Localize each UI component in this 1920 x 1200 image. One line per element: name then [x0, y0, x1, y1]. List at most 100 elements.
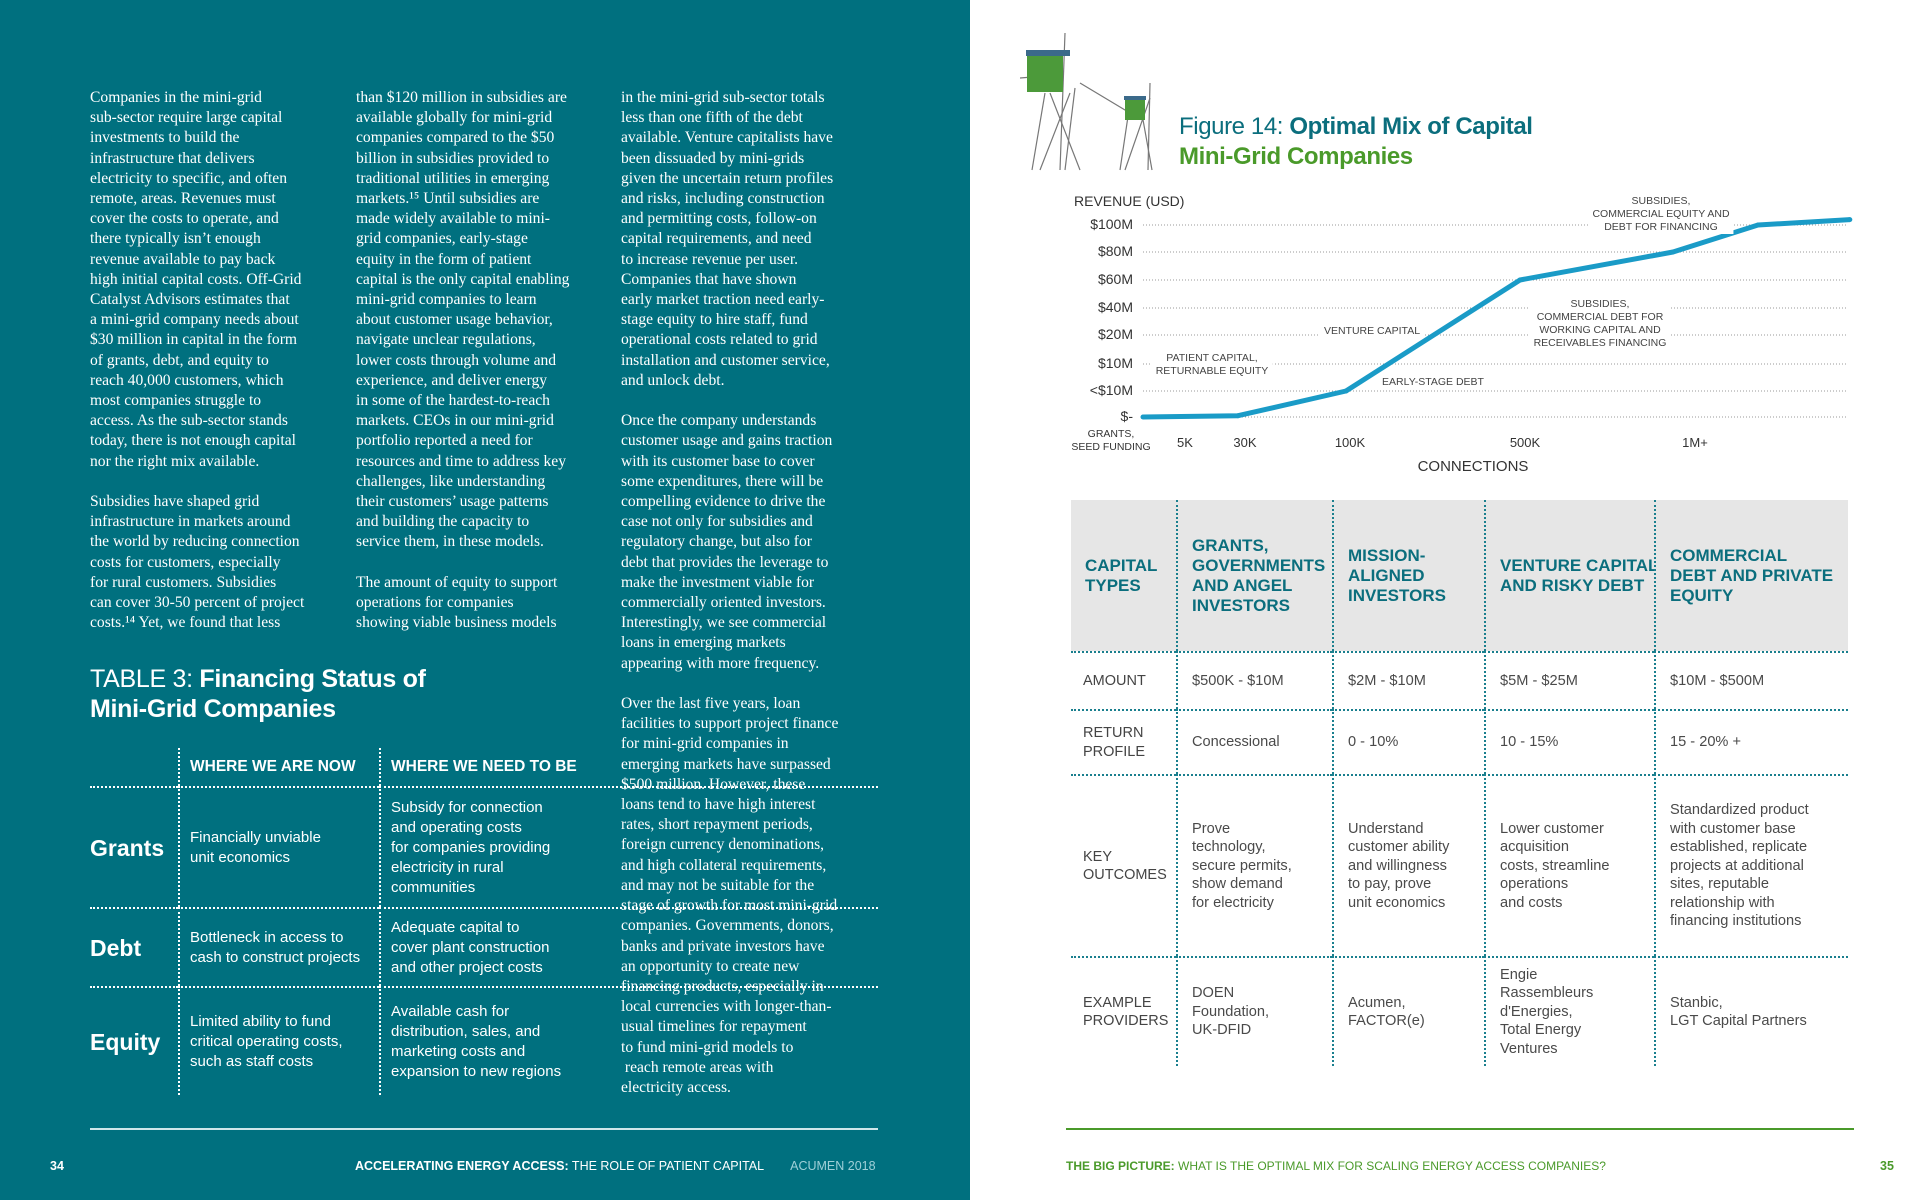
data-point [1847, 217, 1853, 223]
paragraph: Over the last five years, loan facilitie… [621, 695, 839, 1096]
table-cell: Bottleneck in access to cash to construc… [178, 907, 379, 986]
y-tick-label: $60M [1097, 271, 1133, 287]
x-tick-label: 30K [1233, 435, 1257, 450]
x-axis-label: CONNECTIONS [1417, 458, 1529, 475]
table-title-prefix: TABLE 3: [90, 665, 200, 693]
data-point [1755, 222, 1761, 228]
table-cell: Concessional [1176, 709, 1332, 774]
table-cell: Stanbic, LGT Capital Partners [1654, 956, 1848, 1066]
column-header: VENTURE CAPITAL AND RISKY DEBT [1484, 500, 1658, 651]
chart-annotation: PATIENT CAPITAL, RETURNABLE EQUITY [1151, 352, 1273, 378]
y-tick-label: $40M [1097, 299, 1133, 315]
footer-bold: THE BIG PICTURE: [1066, 1159, 1175, 1173]
left-page: Companies in the mini-grid sub-sector re… [0, 0, 970, 1200]
table-cell: Standardized product with customer base … [1654, 774, 1848, 956]
table-title-bold: Financing Status of [199, 665, 426, 693]
table-cell: $2M - $10M [1332, 651, 1484, 709]
data-point [1343, 388, 1349, 394]
table-cell: $10M - $500M [1654, 651, 1848, 709]
table-cell: 15 - 20% + [1654, 709, 1848, 774]
footer-org: ACUMEN 2018 [790, 1159, 876, 1173]
chart-annotation: EARLY-STAGE DEBT [1378, 376, 1488, 389]
empty-header-cell [90, 748, 178, 786]
x-tick-label: GRANTS, SEED FUNDING [1071, 428, 1151, 453]
row-label: EXAMPLE PROVIDERS [1071, 956, 1176, 1066]
page-number: 35 [1880, 1159, 1894, 1173]
column-header: WHERE WE NEED TO BE [379, 748, 878, 786]
data-point [1140, 414, 1146, 420]
text-column-3: in the mini-grid sub-sector totals less … [621, 88, 883, 1118]
footer-rest: WHAT IS THE OPTIMAL MIX FOR SCALING ENER… [1174, 1159, 1606, 1173]
table-cell: Acumen, FACTOR(e) [1332, 956, 1484, 1066]
figure-title: Figure 14: Optimal Mix of Capital Mini-G… [1179, 112, 1533, 172]
running-footer-right: THE BIG PICTURE: WHAT IS THE OPTIMAL MIX… [1066, 1159, 1606, 1173]
solar-panel [1026, 50, 1070, 56]
footer-bold: ACCELERATING ENERGY ACCESS: [355, 1159, 569, 1173]
y-tick-label: $20M [1097, 326, 1133, 342]
data-point [1517, 277, 1523, 283]
y-tick-label: <$10M [1089, 382, 1133, 398]
x-tick-label: 5K [1177, 435, 1193, 450]
table-cell: Lower customer acquisition costs, stream… [1484, 774, 1654, 956]
footer-rule-green [1066, 1128, 1854, 1130]
chart-annotation: SUBSIDIES, COMMERCIAL DEBT FOR WORKING C… [1529, 298, 1671, 350]
table-cell: Financially unviable unit economics [178, 786, 379, 907]
row-label: AMOUNT [1071, 651, 1176, 709]
paragraph: The amount of equity to support operatio… [356, 573, 558, 632]
paragraph: Companies in the mini-grid sub-sector re… [90, 89, 302, 470]
row-label: RETURN PROFILE [1071, 709, 1176, 774]
data-point [1670, 249, 1676, 255]
paragraph: Once the company understands customer us… [621, 412, 833, 672]
data-point [1235, 413, 1241, 419]
text-column-1: Companies in the mini-grid sub-sector re… [90, 88, 352, 654]
footer-rest: THE ROLE OF PATIENT CAPITAL [568, 1159, 765, 1173]
x-tick-label: 1M+ [1682, 435, 1708, 450]
revenue-line [1142, 217, 1850, 420]
table-cell: Prove technology, secure permits, show d… [1176, 774, 1332, 956]
table-cell: Understand customer ability and willingn… [1332, 774, 1484, 956]
column-header: WHERE WE ARE NOW [178, 748, 379, 786]
row-label: KEY OUTCOMES [1071, 774, 1176, 956]
mini-grid-illustration [1020, 32, 1153, 171]
x-tick-label: 500K [1509, 435, 1541, 450]
table-3-title: TABLE 3: Financing Status of Mini-Grid C… [90, 664, 426, 724]
figure-prefix: Figure 14: [1179, 113, 1290, 140]
y-tick-label: $10M [1097, 355, 1133, 371]
footer-rule [90, 1128, 878, 1130]
container-box [1027, 56, 1063, 92]
figure-subtitle: Mini-Grid Companies [1179, 143, 1413, 170]
y-tick-label: $80M [1097, 243, 1133, 259]
capital-types-table: CAPITAL TYPES GRANTS, GOVERNMENTS AND ANG… [1071, 500, 1848, 1066]
table-cell: 0 - 10% [1332, 709, 1484, 774]
table-cell: $500K - $10M [1176, 651, 1332, 709]
running-footer: ACCELERATING ENERGY ACCESS: THE ROLE OF … [355, 1159, 876, 1173]
chart-annotation: VENTURE CAPITAL [1319, 325, 1425, 338]
row-label: Equity [90, 986, 178, 1095]
row-label: Grants [90, 786, 178, 907]
column-header: COMMERCIAL DEBT AND PRIVATE EQUITY [1654, 500, 1848, 651]
paragraph: Subsidies have shaped grid infrastructur… [90, 493, 305, 632]
financing-status-table: WHERE WE ARE NOW WHERE WE NEED TO BE Gra… [90, 748, 878, 1095]
table-cell: $5M - $25M [1484, 651, 1654, 709]
column-header: CAPITAL TYPES [1071, 500, 1176, 651]
table-cell: DOEN Foundation, UK-DFID [1176, 956, 1332, 1066]
table-cell: 10 - 15% [1484, 709, 1654, 774]
table-title-line2: Mini-Grid Companies [90, 695, 336, 723]
chart-annotation: SUBSIDIES, COMMERCIAL EQUITY AND DEBT FO… [1588, 195, 1734, 234]
y-tick-label: $- [1120, 408, 1133, 424]
paragraph: in the mini-grid sub-sector totals less … [621, 89, 834, 389]
column-header: MISSION- ALIGNED INVESTORS [1332, 500, 1484, 651]
paragraph: than $120 million in subsidies are avail… [356, 89, 570, 551]
text-column-2: than $120 million in subsidies are avail… [356, 88, 618, 654]
column-header: GRANTS, GOVERNMENTS AND ANGEL INVESTORS [1176, 500, 1332, 651]
figure-title-bold: Optimal Mix of Capital [1289, 113, 1533, 140]
row-label: Debt [90, 907, 178, 986]
table-cell: Engie Rassembleurs d'Energies, Total Ene… [1484, 956, 1654, 1066]
table-cell: Available cash for distribution, sales, … [379, 986, 878, 1095]
x-tick-label: 100K [1334, 435, 1366, 450]
table-cell: Limited ability to fund critical operati… [178, 986, 379, 1095]
y-tick-label: $100M [1090, 216, 1133, 232]
table-cell: Adequate capital to cover plant construc… [379, 907, 878, 986]
page-number: 34 [50, 1159, 64, 1173]
y-axis-label: REVENUE (USD) [1074, 193, 1185, 209]
